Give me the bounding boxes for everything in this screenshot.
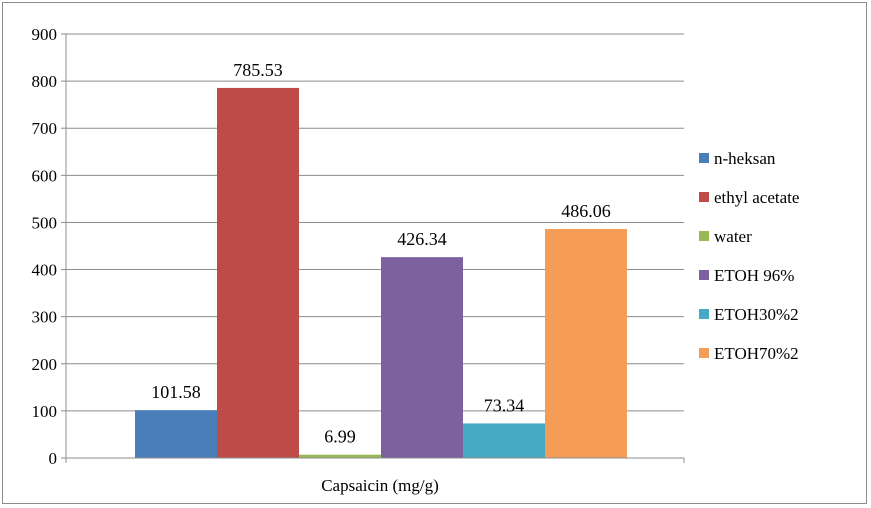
data-label: 785.53 <box>233 60 283 80</box>
legend-swatch <box>699 153 709 163</box>
legend-swatch <box>699 309 709 319</box>
y-tick-label: 300 <box>32 308 58 327</box>
y-tick-label: 800 <box>32 72 58 91</box>
legend-label: n-heksan <box>714 149 776 168</box>
legend-label: water <box>714 227 752 246</box>
data-label: 426.34 <box>397 229 447 249</box>
y-tick-label: 200 <box>32 355 58 374</box>
y-tick-label: 500 <box>32 213 58 232</box>
y-axis-ticks: 0 100 200 300 400 500 600 700 800 900 <box>32 25 66 468</box>
y-tick-label: 100 <box>32 402 58 421</box>
y-tick-label: 400 <box>32 261 58 280</box>
y-tick-label: 600 <box>32 166 58 185</box>
legend-swatch <box>699 348 709 358</box>
y-tick-label: 900 <box>32 25 58 44</box>
data-label: 486.06 <box>561 201 611 221</box>
bar-ethyl-acetate <box>217 87 299 458</box>
legend-swatch <box>699 192 709 202</box>
legend-swatch <box>699 231 709 241</box>
data-label: 6.99 <box>324 427 356 447</box>
legend: n-heksan ethyl acetate water ETOH 96% ETOH30… <box>699 149 799 363</box>
bars <box>135 87 627 458</box>
data-labels: 101.58 785.53 6.99 426.34 73.34 486.06 <box>151 60 611 447</box>
legend-label: ETOH30%2 <box>714 305 799 324</box>
bar-etoh30-2 <box>463 423 545 458</box>
y-tick-label: 0 <box>49 449 58 468</box>
data-label: 101.58 <box>151 382 201 402</box>
legend-label: ETOH70%2 <box>714 344 799 363</box>
axes <box>65 34 685 463</box>
legend-label: ethyl acetate <box>714 188 799 207</box>
y-tick-label: 700 <box>32 119 58 138</box>
data-label: 73.34 <box>484 395 525 415</box>
bar-water <box>299 454 381 458</box>
bar-etoh70-2 <box>545 229 627 458</box>
legend-label: ETOH 96% <box>714 266 794 285</box>
bar-n-heksan <box>135 410 217 458</box>
x-axis-label: Capsaicin (mg/g) <box>321 476 439 495</box>
bar-etoh-96- <box>381 257 463 458</box>
legend-swatch <box>699 270 709 280</box>
